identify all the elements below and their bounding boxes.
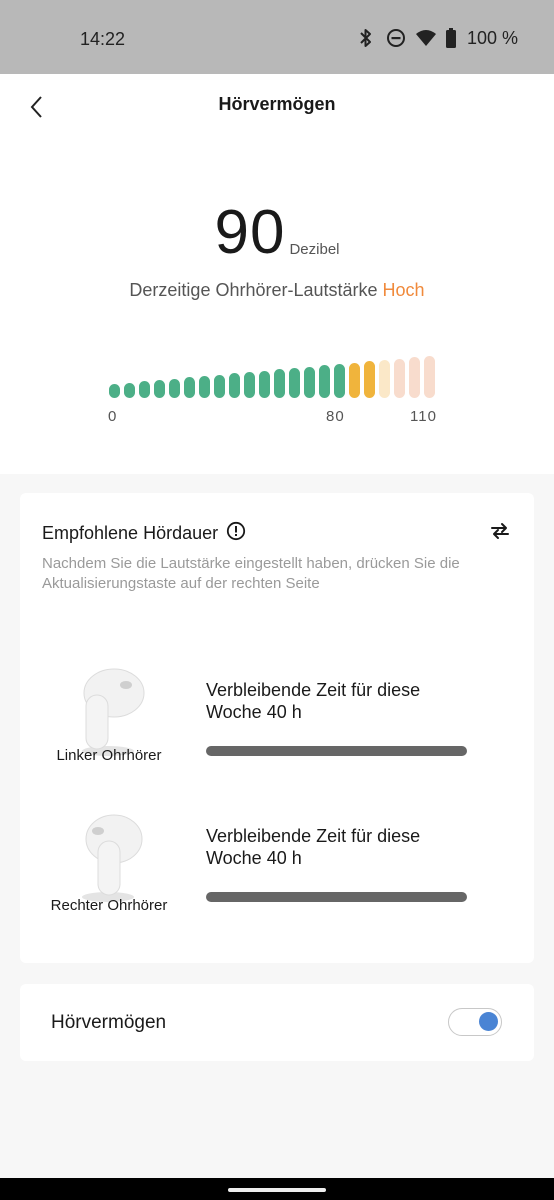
volume-meter-bar	[409, 357, 420, 398]
volume-meter	[106, 350, 436, 398]
battery-percentage: 100 %	[466, 27, 518, 48]
volume-header: Hörvermögen 90 Dezibel Derzeitige Ohrhör…	[0, 74, 554, 474]
left-earbud-name: Linker Ohrhörer	[56, 747, 162, 764]
left-earbud-remaining: Verbleibende Zeit für diese Woche 40 h	[206, 680, 421, 722]
volume-meter-bar	[199, 376, 210, 398]
wifi-icon	[415, 27, 437, 49]
page-title: Hörvermögen	[218, 94, 336, 114]
decibel-unit: Dezibel	[289, 241, 340, 258]
hearing-toggle-label: Hörvermögen	[51, 1012, 167, 1033]
decibel-value: 90	[214, 198, 286, 267]
volume-meter-bar	[184, 377, 195, 398]
back-arrow-icon	[30, 96, 42, 118]
left-earbud-image	[64, 665, 152, 761]
right-earbud-image	[64, 811, 152, 907]
volume-meter-bar	[334, 364, 345, 398]
meter-label-mid: 80	[326, 408, 345, 425]
volume-meter-bar	[139, 381, 150, 398]
volume-meter-bar	[169, 378, 180, 398]
info-icon[interactable]	[226, 521, 246, 546]
decibel-readout: 90 Dezibel	[0, 202, 554, 264]
meter-label-max: 110	[410, 408, 437, 425]
volume-meter-bar	[319, 365, 330, 398]
right-earbud-name: Rechter Ohrhörer	[50, 897, 168, 914]
navigation-bar	[0, 1178, 554, 1200]
volume-meter-bar	[289, 368, 300, 398]
volume-meter-bar	[259, 370, 270, 398]
volume-meter-bar	[304, 366, 315, 398]
right-earbud-progress	[206, 892, 467, 902]
volume-meter-bar	[124, 382, 135, 398]
volume-meter-bar	[274, 369, 285, 398]
listening-duration-description: Nachdem Sie die Lautstärke eingestellt h…	[42, 555, 460, 592]
listening-duration-title-row: Empfohlene Hördauer	[42, 521, 246, 546]
right-earbud-remaining: Verbleibende Zeit für diese Woche 40 h	[206, 826, 421, 868]
volume-meter-bar	[154, 380, 165, 398]
refresh-icon[interactable]	[488, 519, 512, 543]
left-earbud-progress	[206, 746, 467, 756]
battery-icon	[445, 27, 457, 49]
volume-meter-bar	[424, 356, 435, 398]
volume-meter-bar	[214, 374, 225, 398]
meter-label-min: 0	[108, 408, 118, 425]
listening-duration-card: Empfohlene Hördauer Nachdem Sie die Laut…	[20, 493, 534, 963]
bluetooth-icon	[355, 27, 377, 49]
left-earbud-row: Linker Ohrhörer Verbleibende Zeit für di…	[20, 661, 534, 791]
home-gesture-handle[interactable]	[228, 1188, 326, 1192]
back-button[interactable]	[22, 92, 52, 122]
left-earbud-progress-fill	[206, 746, 467, 756]
volume-level: Hoch	[382, 280, 425, 300]
hearing-toggle[interactable]	[448, 1008, 502, 1036]
volume-meter-bar	[364, 361, 375, 398]
right-earbud-progress-fill	[206, 892, 467, 902]
volume-meter-bar	[379, 360, 390, 398]
status-icons: 100 %	[355, 27, 518, 49]
volume-status: Derzeitige Ohrhörer-Lautstärke Hoch	[0, 280, 554, 301]
status-time: 14:22	[80, 29, 126, 49]
volume-meter-bar	[349, 362, 360, 398]
hearing-setting-card: Hörvermögen	[20, 984, 534, 1061]
do-not-disturb-icon	[385, 27, 407, 49]
volume-meter-bar	[229, 373, 240, 398]
volume-meter-bar	[109, 384, 120, 398]
status-bar: 14:22 100 %	[0, 0, 554, 74]
right-earbud-row: Rechter Ohrhörer Verbleibende Zeit für d…	[20, 811, 534, 941]
hearing-toggle-knob	[479, 1012, 498, 1031]
volume-meter-bar	[394, 358, 405, 398]
listening-duration-title: Empfohlene Hördauer	[42, 523, 219, 543]
volume-meter-bar	[244, 372, 255, 398]
volume-label: Derzeitige Ohrhörer-Lautstärke	[129, 280, 378, 300]
